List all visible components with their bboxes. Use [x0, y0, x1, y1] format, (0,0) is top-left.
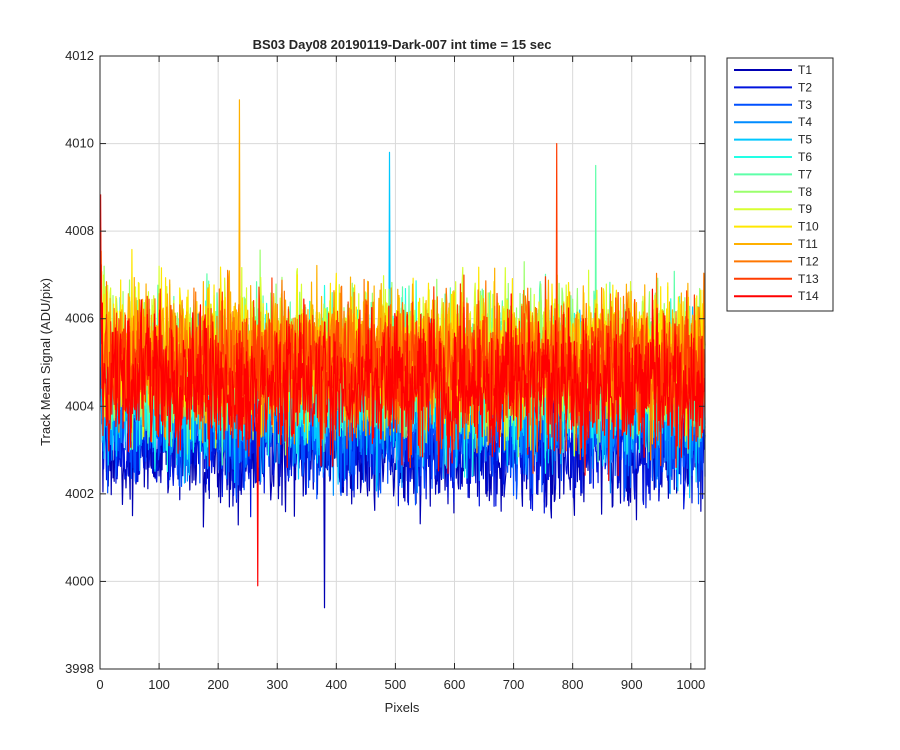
legend-box — [726, 57, 834, 312]
y-tick-label: 3998 — [65, 661, 94, 676]
chart-title: BS03 Day08 20190119-Dark-007 int time = … — [253, 37, 552, 52]
y-tick-label: 4000 — [65, 573, 94, 588]
x-tick-label: 400 — [325, 677, 347, 692]
x-tick-label: 800 — [562, 677, 584, 692]
x-tick-label: 500 — [385, 677, 407, 692]
y-tick-labels: 3998 4000 4002 4004 4006 4008 4010 4012 — [65, 48, 94, 676]
x-tick-label: 600 — [444, 677, 466, 692]
x-tick-label: 200 — [207, 677, 229, 692]
legend: T1 T2 T3 T4 T5 T6 T7 T8 T9 T10 T11 T12 T13 T14 — [726, 57, 834, 312]
legend-label-t9: T9 — [798, 202, 812, 216]
y-tick-label: 4008 — [65, 223, 94, 238]
plot-area — [99, 55, 706, 670]
y-axis-label: Track Mean Signal (ADU/pix) — [38, 278, 53, 446]
x-tick-label: 100 — [148, 677, 170, 692]
y-tick-label: 4002 — [65, 486, 94, 501]
legend-label-t6: T6 — [798, 150, 812, 164]
legend-label-t3: T3 — [798, 98, 812, 112]
x-tick-label: 700 — [503, 677, 525, 692]
y-tick-label: 4012 — [65, 48, 94, 63]
legend-label-t13: T13 — [798, 272, 819, 286]
x-tick-label: 1000 — [676, 677, 705, 692]
tick-marks — [99, 55, 705, 670]
legend-entries: T1 T2 T3 T4 T5 T6 T7 T8 T9 T10 T11 T12 T13 T14 — [734, 63, 819, 303]
axes-box — [99, 55, 706, 670]
legend-label-t2: T2 — [798, 80, 812, 94]
y-tick-label: 4010 — [65, 136, 94, 151]
series-layer — [99, 99, 706, 609]
x-tick-label: 900 — [621, 677, 643, 692]
legend-label-t12: T12 — [798, 254, 819, 268]
y-tick-label: 4006 — [65, 311, 94, 326]
legend-label-t7: T7 — [798, 167, 812, 181]
series-line-t14 — [99, 194, 706, 587]
legend-label-t10: T10 — [798, 220, 819, 234]
legend-label-t5: T5 — [798, 133, 812, 147]
x-axis-label: Pixels — [385, 700, 420, 715]
legend-label-t8: T8 — [798, 185, 812, 199]
legend-label-t14: T14 — [798, 289, 819, 303]
legend-label-t4: T4 — [798, 115, 812, 129]
x-tick-labels: 0 100 200 300 400 500 600 700 800 900 1000 — [96, 677, 705, 692]
legend-label-t11: T11 — [798, 237, 818, 251]
x-tick-label: 300 — [266, 677, 288, 692]
x-tick-label: 0 — [96, 677, 103, 692]
legend-label-t1: T1 — [798, 63, 812, 77]
y-tick-label: 4004 — [65, 398, 94, 413]
